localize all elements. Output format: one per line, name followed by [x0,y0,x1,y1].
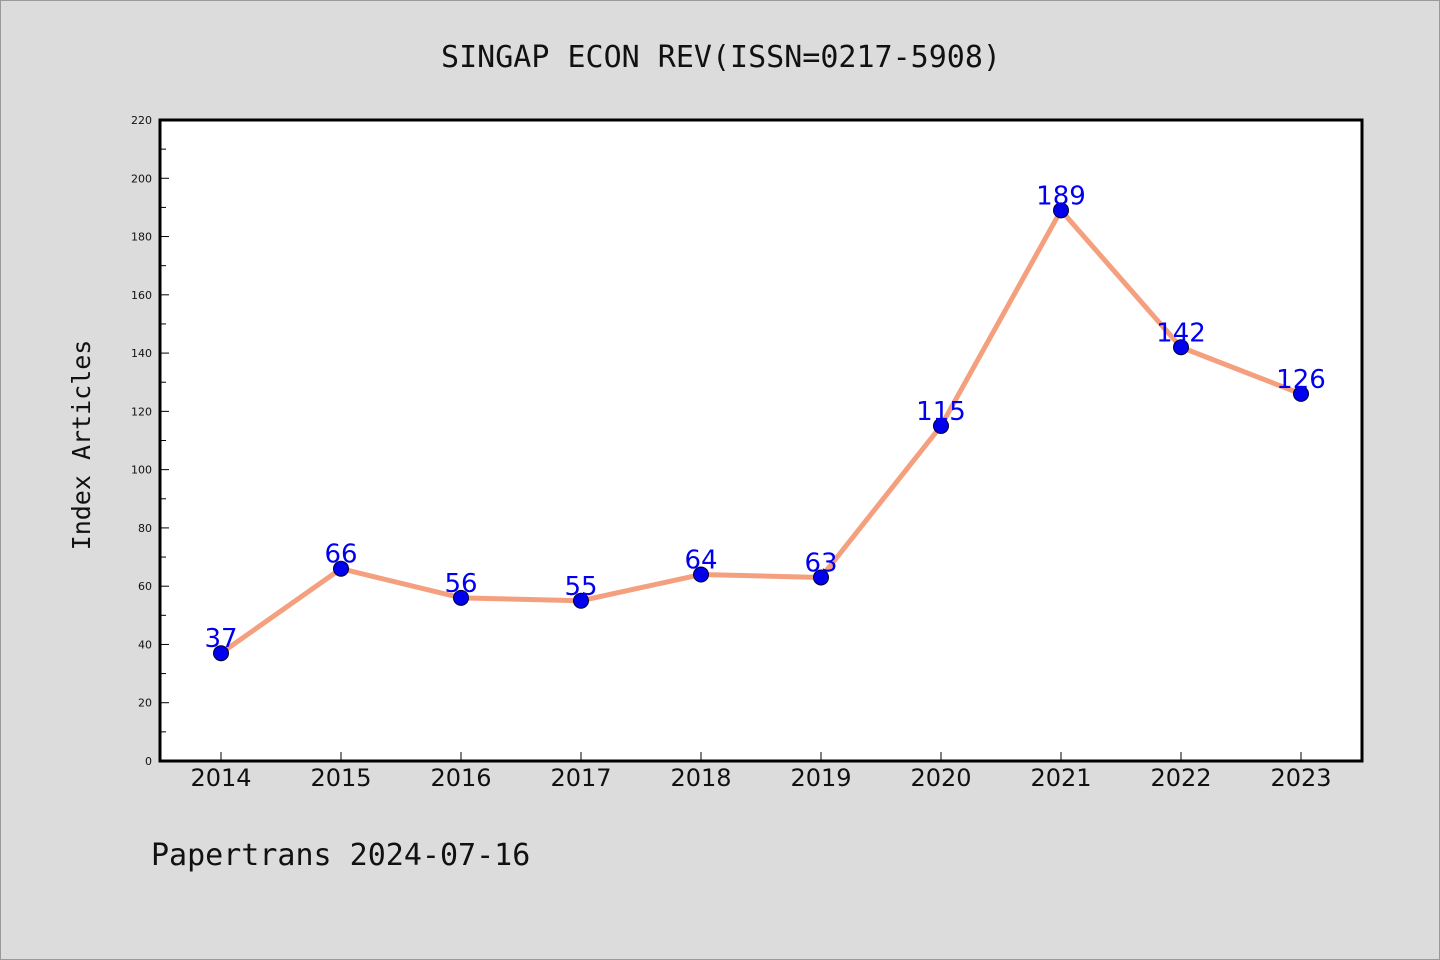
series-line [218,207,1304,656]
y-tick-label: 120 [131,405,152,418]
data-label: 142 [1156,318,1206,348]
data-point [693,566,709,583]
footer-credit: Papertrans 2024-07-16 [151,838,530,873]
data-point [813,569,829,586]
x-tick-label: 2021 [1030,764,1091,792]
chart-title: SINGAP ECON REV(ISSN=0217-5908) [441,40,1001,75]
data-point [1053,202,1069,219]
data-point [933,417,949,434]
y-tick-label: 20 [138,697,152,710]
data-label: 55 [564,572,597,602]
y-tick-label: 100 [131,464,152,477]
y-tick-label: 60 [138,580,152,593]
data-point [453,589,469,606]
data-label: 64 [684,546,717,576]
y-tick-label: 140 [131,347,152,360]
plot-area [160,120,1362,761]
y-tick-label: 220 [131,114,152,127]
data-label: 56 [444,569,477,599]
data-points [213,202,1309,662]
data-label: 66 [324,540,357,570]
y-tick-label: 200 [131,172,152,185]
y-tick-label: 80 [138,522,152,535]
data-label: 37 [204,624,237,654]
plot-frame [158,118,1364,763]
x-tick-label: 2023 [1270,764,1331,792]
y-tick-label: 160 [131,289,152,302]
data-point [333,560,349,577]
data-point [1173,339,1189,356]
x-tick-label: 2015 [310,764,371,792]
x-tick-label: 2019 [790,764,851,792]
data-point [1293,385,1309,402]
data-label: 63 [804,548,837,578]
x-tick-label: 2022 [1150,764,1211,792]
data-labels: 37 66 56 55 64 63 115 189 142 126 [204,181,1325,654]
x-tick-label: 2016 [430,764,491,792]
data-label: 126 [1276,365,1326,395]
y-axis-label: Index Articles [67,340,96,551]
y-tick-label: 0 [145,755,152,768]
x-axis: 2014 2015 2016 2017 2018 2019 2020 2021 2022 2023 [190,752,1332,792]
data-point [573,592,589,609]
data-point [213,645,229,662]
y-tick-label: 180 [131,231,152,244]
data-label: 189 [1036,181,1086,211]
y-tick-label: 40 [138,638,152,651]
data-label: 115 [916,397,966,427]
x-tick-label: 2017 [550,764,611,792]
x-tick-label: 2018 [670,764,731,792]
x-tick-label: 2020 [910,764,971,792]
x-tick-label: 2014 [190,764,251,792]
